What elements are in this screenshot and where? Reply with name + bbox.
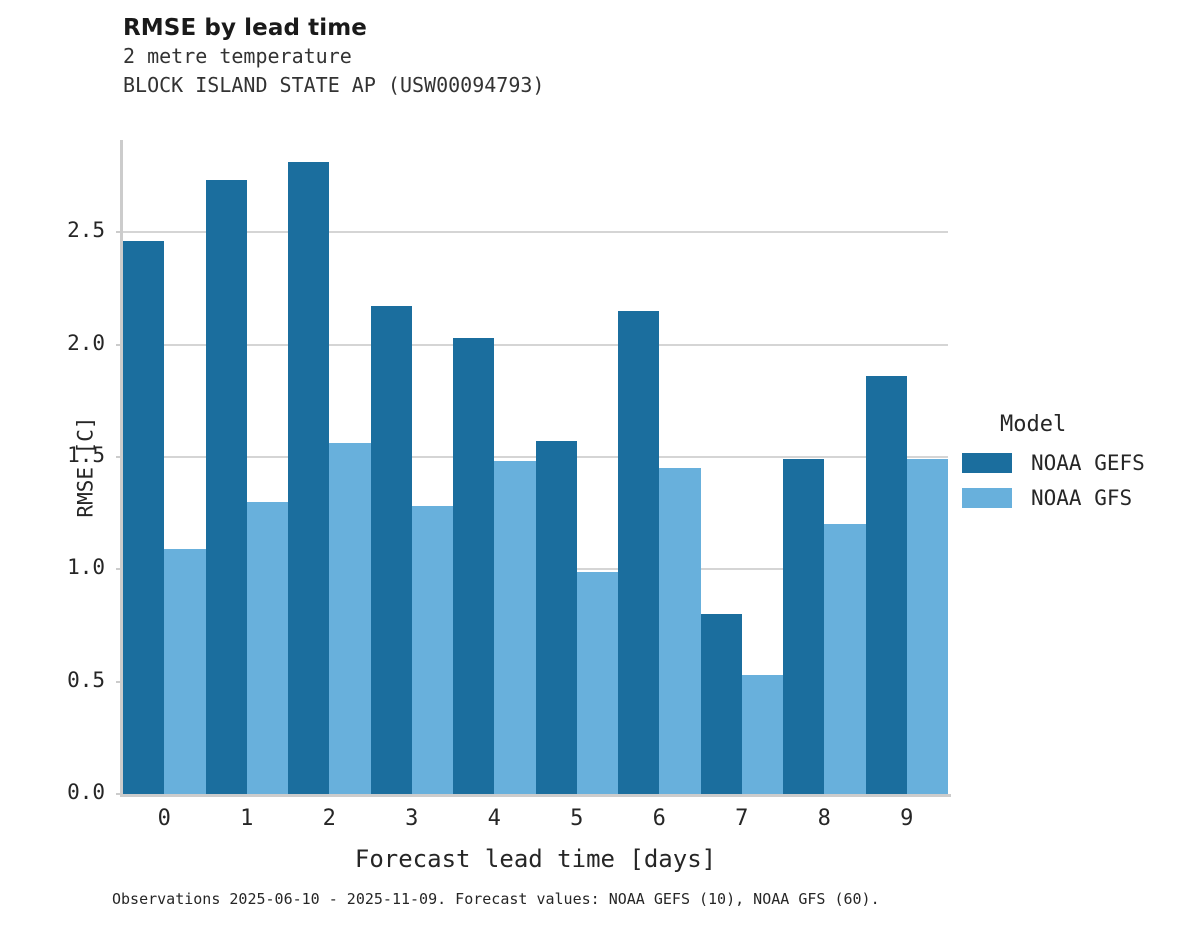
x-axis-tick-label: 6 xyxy=(652,806,666,831)
page-title: RMSE by lead time xyxy=(123,15,367,41)
y-axis-tick-label: 0.5 xyxy=(67,667,105,692)
bar-noaa-gfs-day-8[interactable] xyxy=(824,524,866,794)
x-axis-spine xyxy=(120,794,951,797)
x-axis-tick-label: 4 xyxy=(487,806,501,831)
y-axis-tick xyxy=(116,455,123,458)
legend: Model NOAA GEFS NOAA GFS xyxy=(962,412,1177,521)
y-axis-tick xyxy=(116,231,123,234)
figure-caption: Observations 2025-06-10 - 2025-11-09. Fo… xyxy=(112,890,880,908)
x-axis-tick-label: 2 xyxy=(322,806,336,831)
x-axis-tick-label: 7 xyxy=(735,806,749,831)
x-axis-tick-label: 9 xyxy=(900,806,914,831)
x-axis-tick-label: 0 xyxy=(157,806,171,831)
x-axis-tick-label: 1 xyxy=(240,806,254,831)
y-axis-title: RMSE [C] xyxy=(73,416,98,518)
bar-noaa-gefs-day-8[interactable] xyxy=(783,459,825,794)
bar-noaa-gefs-day-0[interactable] xyxy=(123,241,165,794)
bar-noaa-gefs-day-9[interactable] xyxy=(865,375,907,794)
bar-noaa-gfs-day-3[interactable] xyxy=(411,506,453,794)
bar-noaa-gefs-day-7[interactable] xyxy=(700,614,742,794)
bar-noaa-gefs-day-5[interactable] xyxy=(535,441,577,794)
gridline xyxy=(123,231,948,234)
bar-noaa-gfs-day-6[interactable] xyxy=(659,468,701,794)
legend-title: Model xyxy=(1000,412,1067,437)
y-axis-tick-label: 2.0 xyxy=(67,330,105,355)
y-axis-tick-label: 2.5 xyxy=(67,218,105,243)
title-block: RMSE by lead time 2 metre temperature BL… xyxy=(123,14,1023,100)
x-axis-tick-label: 3 xyxy=(405,806,419,831)
legend-item-gefs[interactable]: NOAA GEFS xyxy=(962,451,1177,475)
legend-label-gfs: NOAA GFS xyxy=(1031,486,1133,510)
x-axis-title: Forecast lead time [days] xyxy=(354,845,717,873)
y-axis-tick xyxy=(116,568,123,571)
legend-label-gefs: NOAA GEFS xyxy=(1031,451,1145,475)
y-axis-tick-label: 1.5 xyxy=(67,442,105,467)
bar-noaa-gefs-day-6[interactable] xyxy=(618,310,660,794)
y-axis-tick-label: 0.0 xyxy=(67,780,105,804)
bar-noaa-gefs-day-3[interactable] xyxy=(370,306,412,794)
y-axis-tick-label: 1.0 xyxy=(67,555,105,580)
x-axis-tick-label: 5 xyxy=(570,806,584,831)
bar-noaa-gefs-day-4[interactable] xyxy=(453,337,495,794)
chart-subtitle-station: BLOCK ISLAND STATE AP (USW00094793) xyxy=(123,73,545,97)
x-axis-tick-label: 8 xyxy=(817,806,831,831)
bar-noaa-gfs-day-5[interactable] xyxy=(576,571,618,794)
bar-noaa-gfs-day-4[interactable] xyxy=(494,461,536,794)
bar-noaa-gfs-day-2[interactable] xyxy=(329,443,371,794)
chart-subtitle-variable: 2 metre temperature xyxy=(123,44,352,68)
y-axis-tick xyxy=(116,343,123,346)
legend-item-gfs[interactable]: NOAA GFS xyxy=(962,486,1177,510)
bar-noaa-gefs-day-2[interactable] xyxy=(288,162,330,794)
bar-noaa-gfs-day-1[interactable] xyxy=(246,501,288,794)
legend-swatch-icon-gfs xyxy=(962,488,1012,508)
y-axis-tick xyxy=(116,680,123,683)
plot-area: RMSE [C] xyxy=(74,140,948,795)
y-axis-tick xyxy=(116,793,123,795)
gridline xyxy=(123,343,948,346)
bar-noaa-gfs-day-9[interactable] xyxy=(906,459,948,794)
y-axis-spine xyxy=(120,140,123,796)
bar-noaa-gfs-day-7[interactable] xyxy=(741,674,783,794)
bar-noaa-gefs-day-1[interactable] xyxy=(205,180,247,794)
bar-noaa-gfs-day-0[interactable] xyxy=(164,549,206,794)
legend-swatch-icon-gefs xyxy=(962,453,1012,473)
